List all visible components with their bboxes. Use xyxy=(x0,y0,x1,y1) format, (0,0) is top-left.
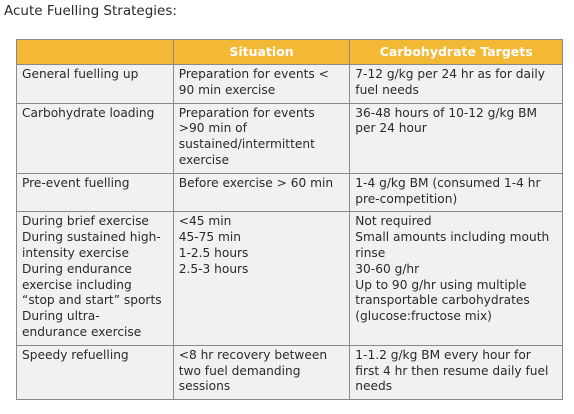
cell-text-line: <8 hr recovery between xyxy=(178,347,328,362)
cell-text-line: >90 min of xyxy=(178,121,247,136)
table-header-row: Situation Carbohydrate Targets xyxy=(16,39,563,65)
cell-target: 36-48 hours of 10-12 g/kg BM per 24 hour xyxy=(349,102,563,174)
cell-text-line: Before exercise > 60 min xyxy=(178,175,334,190)
cell-text-line: Preparation for events < xyxy=(178,67,329,81)
cell-text-line: Pre-event fuelling xyxy=(22,175,130,190)
table-row: Speedy refuelling <8 hr recovery between t… xyxy=(16,344,563,401)
table-row: Carbohydrate loading Preparation for even… xyxy=(16,102,563,174)
cell-text-line: Up to 90 g/hr using multiple xyxy=(355,277,527,292)
cell-text-line: Preparation for events xyxy=(178,105,315,120)
cell-text-line: rinse xyxy=(355,245,386,260)
cell-text-line: During brief exercise xyxy=(22,214,149,229)
cell-text-line: needs xyxy=(355,379,393,394)
cell-text-line: During ultra- xyxy=(22,309,100,324)
cell-strategy: General fuelling up xyxy=(16,64,174,104)
cell-text-line: sessions xyxy=(178,379,231,394)
cell-text-line: 2.5-3 hours xyxy=(178,261,249,276)
cell-target: 7-12 g/kg per 24 hr as for daily fuel nee… xyxy=(349,64,563,104)
cell-text-line: Carbohydrate loading xyxy=(22,105,155,120)
cell-target: 1-1.2 g/kg BM every hour for first 4 hr t… xyxy=(349,344,563,401)
cell-text-line: pre-competition) xyxy=(355,191,458,206)
cell-text-line: 1-2.5 hours xyxy=(178,245,249,260)
cell-situation: Preparation for events <90 min exercise xyxy=(172,64,351,104)
cell-situation: <45 min 45-75 min 1-2.5 hours 2.5-3 hours xyxy=(172,211,351,346)
fuelling-strategies-table: Situation Carbohydrate Targets General f… xyxy=(16,39,563,401)
cell-text-line: Not required xyxy=(355,214,432,229)
cell-text-line: <45 min xyxy=(178,214,232,229)
cell-text-line: 90 min exercise xyxy=(178,82,276,97)
cell-text-line: 45-75 min xyxy=(178,230,242,245)
cell-strategy: Pre-event fuelling xyxy=(16,172,174,213)
cell-text-line: Small amounts including mouth xyxy=(355,230,550,245)
cell-target: Not required Small amounts including mout… xyxy=(349,211,563,346)
cell-text-line: first 4 hr then resume daily fuel xyxy=(355,363,549,378)
cell-text-line: During sustained high- xyxy=(22,230,161,245)
cell-text-line: (glucose:fructose mix) xyxy=(355,309,492,324)
cell-text-line: 36-48 hours of 10-12 g/kg BM xyxy=(355,105,538,120)
cell-text-line: 7-12 g/kg per 24 hr as for daily xyxy=(355,67,545,81)
cell-strategy: Speedy refuelling xyxy=(16,344,174,401)
column-header-situation: Situation xyxy=(172,39,351,65)
cell-text-line: exercise xyxy=(178,152,230,167)
cell-situation: Before exercise > 60 min xyxy=(172,172,351,213)
table-row: During brief exercise During sustained hi… xyxy=(16,211,563,346)
column-header-carbohydrate-targets: Carbohydrate Targets xyxy=(349,39,563,65)
cell-text-line: During endurance xyxy=(22,261,132,276)
cell-text-line: exercise including xyxy=(22,277,132,292)
cell-strategy: Carbohydrate loading xyxy=(16,102,174,174)
page-title: Acute Fuelling Strategies: xyxy=(4,3,177,19)
cell-situation: Preparation for events >90 min of sustaine… xyxy=(172,102,351,174)
cell-situation: <8 hr recovery between two fuel demanding… xyxy=(172,344,351,401)
cell-text-line: 1-4 g/kg BM (consumed 1-4 hr xyxy=(355,175,541,190)
cell-text-line: “stop and start” sports xyxy=(22,293,162,308)
cell-text-line: two fuel demanding xyxy=(178,363,301,378)
cell-text-line: sustained/intermittent xyxy=(178,137,315,152)
column-header-strategy xyxy=(16,39,174,65)
cell-text-line: 1-1.2 g/kg BM every hour for xyxy=(355,347,531,362)
cell-strategy: During brief exercise During sustained hi… xyxy=(16,211,174,346)
cell-text-line: transportable carbohydrates xyxy=(355,293,530,308)
cell-text-line: 30-60 g/hr xyxy=(355,261,420,276)
cell-target: 1-4 g/kg BM (consumed 1-4 hr pre-competit… xyxy=(349,172,563,213)
table-row: Pre-event fuelling Before exercise > 60 m… xyxy=(16,172,563,213)
cell-text-line: Speedy refuelling xyxy=(22,347,129,362)
cell-text-line: per 24 hour xyxy=(355,121,427,136)
cell-text-line: intensity exercise xyxy=(22,245,130,260)
cell-text-line: General fuelling up xyxy=(22,67,139,81)
table-row: General fuelling up Preparation for event… xyxy=(16,64,563,104)
cell-text-line: endurance exercise xyxy=(22,324,142,339)
cell-text-line: fuel needs xyxy=(355,82,419,97)
